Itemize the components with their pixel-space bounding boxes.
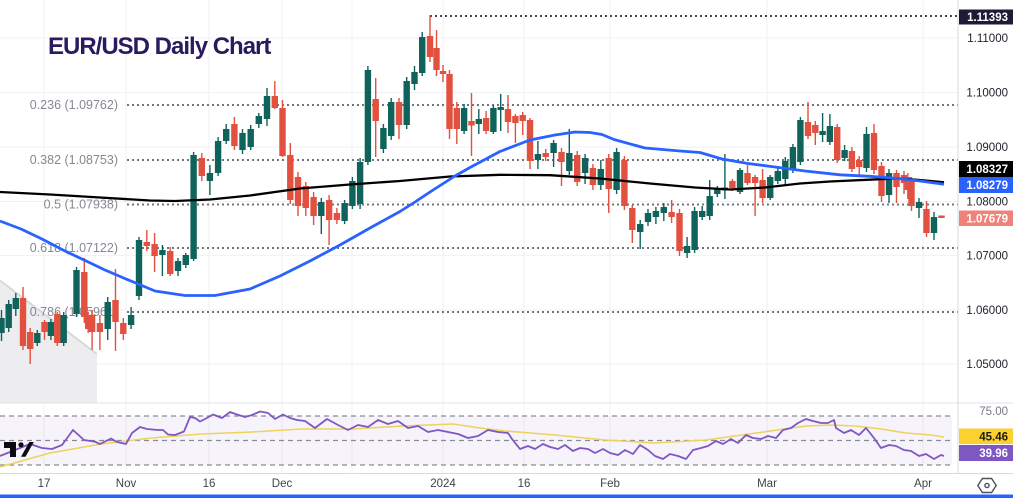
svg-text:39.96: 39.96 [979,448,1008,460]
svg-text:1.09000: 1.09000 [966,142,1008,154]
svg-text:1.05000: 1.05000 [966,359,1008,371]
svg-text:1.07000: 1.07000 [966,251,1008,263]
svg-text:45.46: 45.46 [979,431,1008,443]
svg-text:1.11000: 1.11000 [967,33,1008,45]
svg-text:0.236 (1.09762): 0.236 (1.09762) [30,98,118,112]
svg-text:Mar: Mar [757,478,777,490]
svg-text:EUR/USD Daily Chart: EUR/USD Daily Chart [48,33,271,60]
svg-text:75.00: 75.00 [979,406,1008,418]
svg-text:1.08327: 1.08327 [966,164,1008,176]
svg-text:1.06000: 1.06000 [966,305,1008,317]
svg-text:16: 16 [518,478,531,490]
svg-text:Nov: Nov [116,478,137,490]
svg-text:Dec: Dec [272,478,293,490]
svg-text:Apr: Apr [914,478,932,490]
svg-text:1.11393: 1.11393 [967,12,1008,24]
svg-text:1.07679: 1.07679 [966,213,1008,225]
svg-text:0.5 (1.07938): 0.5 (1.07938) [44,198,118,212]
svg-text:17: 17 [38,478,51,490]
svg-text:0.618 (1.07122): 0.618 (1.07122) [30,241,118,255]
svg-text:1.10000: 1.10000 [966,88,1008,100]
svg-text:16: 16 [203,478,216,490]
svg-text:0.382 (1.08753): 0.382 (1.08753) [30,153,118,167]
svg-text:Feb: Feb [600,478,620,490]
svg-text:1.08000: 1.08000 [966,197,1008,209]
svg-text:2024: 2024 [430,478,456,490]
svg-text:1.08279: 1.08279 [966,180,1008,192]
